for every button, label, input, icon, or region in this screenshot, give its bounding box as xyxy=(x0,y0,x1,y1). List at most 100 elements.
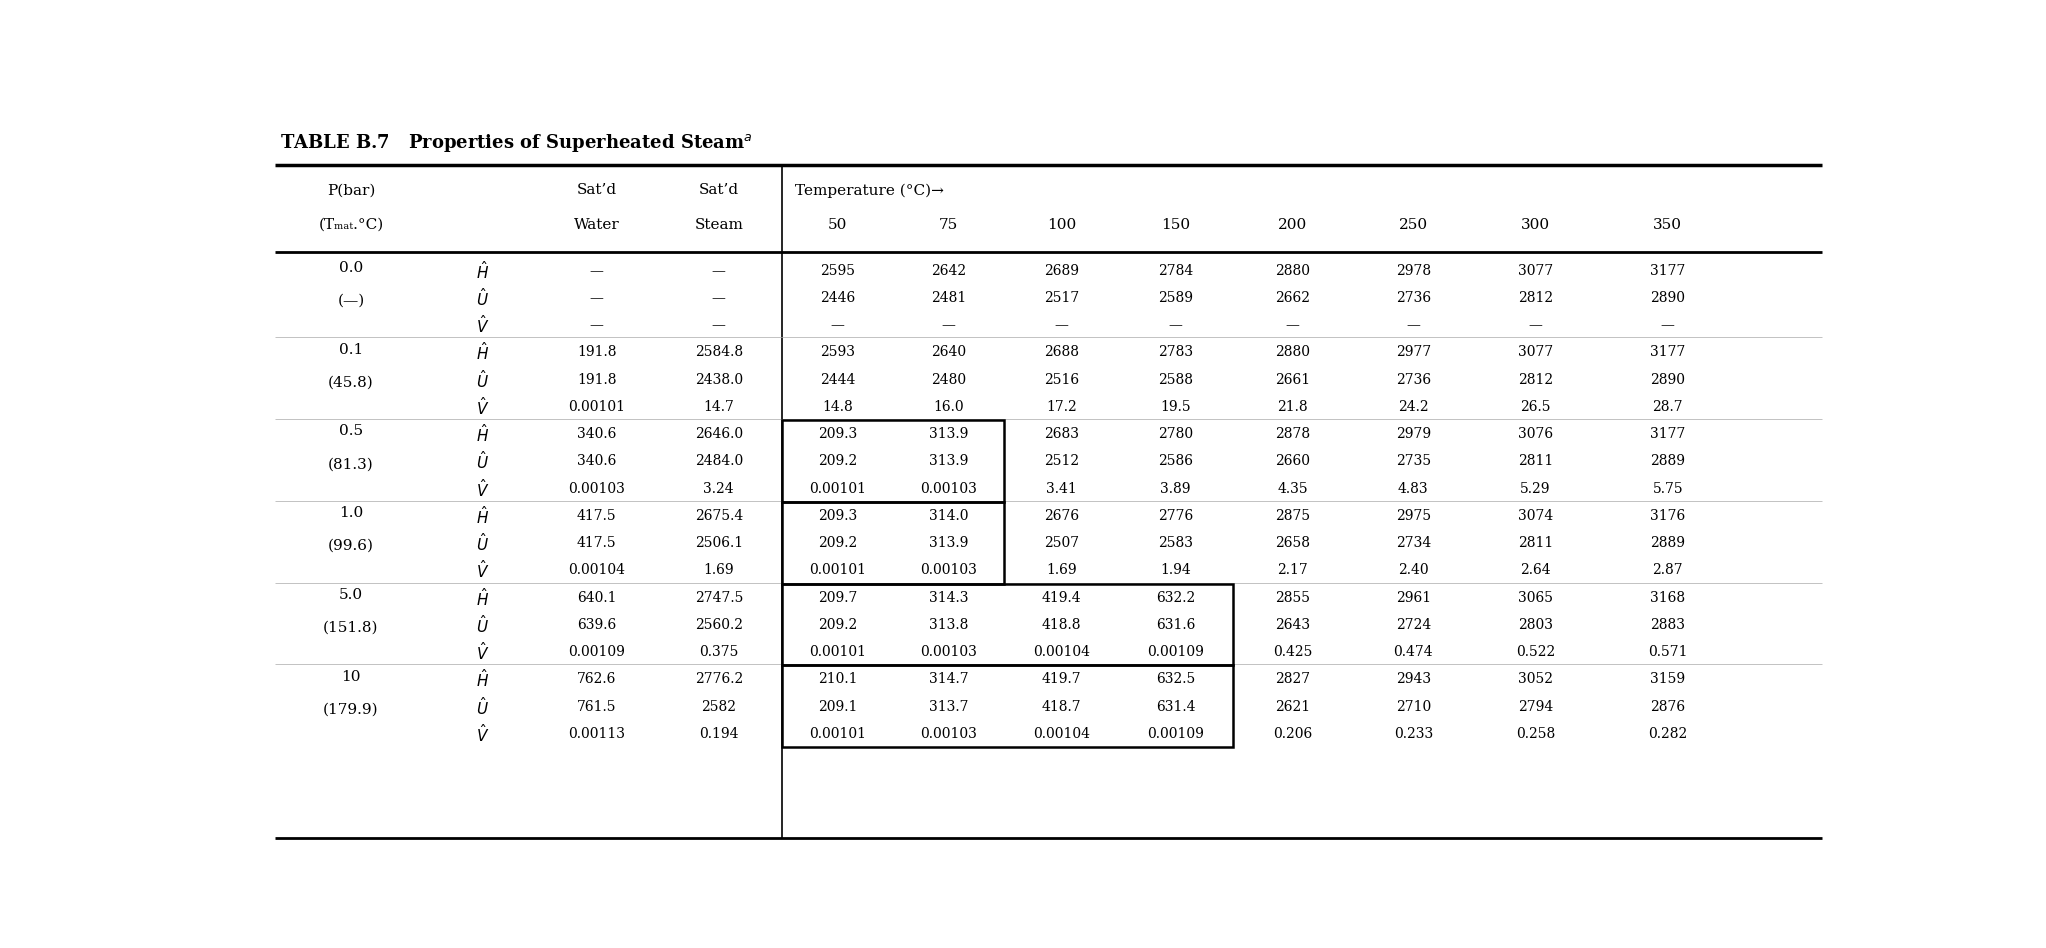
Text: $\hat{V}$: $\hat{V}$ xyxy=(477,559,489,581)
Text: —: — xyxy=(831,319,845,332)
Text: (45.8): (45.8) xyxy=(327,375,374,390)
Text: 3177: 3177 xyxy=(1649,428,1686,441)
Text: 2880: 2880 xyxy=(1275,345,1309,359)
Text: 0.00101: 0.00101 xyxy=(808,727,865,741)
Text: 0.00103: 0.00103 xyxy=(921,482,978,496)
Text: 0.00103: 0.00103 xyxy=(921,646,978,659)
Text: 2977: 2977 xyxy=(1395,345,1430,359)
Text: 2560.2: 2560.2 xyxy=(696,618,743,632)
Text: 631.6: 631.6 xyxy=(1156,618,1195,632)
Text: 2734: 2734 xyxy=(1395,537,1430,550)
Text: 2827: 2827 xyxy=(1275,672,1309,686)
Text: 340.6: 340.6 xyxy=(577,454,616,468)
Text: 28.7: 28.7 xyxy=(1653,400,1684,414)
Text: $\hat{V}$: $\hat{V}$ xyxy=(477,641,489,664)
Text: 2480: 2480 xyxy=(931,373,966,387)
Text: 1.0: 1.0 xyxy=(340,506,362,520)
Text: 2803: 2803 xyxy=(1518,618,1553,632)
Text: 3076: 3076 xyxy=(1518,428,1553,441)
Text: 418.8: 418.8 xyxy=(1041,618,1080,632)
Text: 50: 50 xyxy=(829,218,847,231)
Text: 0.00103: 0.00103 xyxy=(569,482,626,496)
Text: 632.5: 632.5 xyxy=(1156,672,1195,686)
Text: (151.8): (151.8) xyxy=(323,621,379,635)
Text: 350: 350 xyxy=(1653,218,1682,231)
Text: 26.5: 26.5 xyxy=(1520,400,1551,414)
Text: 0.258: 0.258 xyxy=(1516,727,1555,741)
Text: 2784: 2784 xyxy=(1158,264,1193,278)
Text: 0.00109: 0.00109 xyxy=(1148,727,1203,741)
Text: 313.7: 313.7 xyxy=(929,700,968,714)
Text: 191.8: 191.8 xyxy=(577,345,616,359)
Text: 3159: 3159 xyxy=(1651,672,1686,686)
Text: $\hat{H}$: $\hat{H}$ xyxy=(477,260,489,282)
Text: 14.7: 14.7 xyxy=(704,400,735,414)
Text: 2507: 2507 xyxy=(1043,537,1078,550)
Text: 2875: 2875 xyxy=(1275,509,1309,523)
Text: $\hat{H}$: $\hat{H}$ xyxy=(477,505,489,527)
Text: 0.571: 0.571 xyxy=(1647,646,1688,659)
Text: 2661: 2661 xyxy=(1275,373,1309,387)
Text: 2811: 2811 xyxy=(1518,454,1553,468)
Text: —: — xyxy=(1406,319,1420,332)
Text: 3.89: 3.89 xyxy=(1160,482,1191,496)
Text: 0.00103: 0.00103 xyxy=(921,727,978,741)
Text: 313.8: 313.8 xyxy=(929,618,968,632)
Text: 2890: 2890 xyxy=(1651,291,1686,305)
Text: 0.00101: 0.00101 xyxy=(808,646,865,659)
Text: 631.4: 631.4 xyxy=(1156,700,1195,714)
Text: 0.00104: 0.00104 xyxy=(1033,646,1091,659)
Text: 2588: 2588 xyxy=(1158,373,1193,387)
Text: 2512: 2512 xyxy=(1043,454,1078,468)
Text: 2658: 2658 xyxy=(1275,537,1309,550)
Text: 2621: 2621 xyxy=(1275,700,1309,714)
Text: 300: 300 xyxy=(1520,218,1551,231)
Text: Steam: Steam xyxy=(694,218,743,231)
Text: 417.5: 417.5 xyxy=(577,537,616,550)
Text: 2595: 2595 xyxy=(820,264,855,278)
Text: 2484.0: 2484.0 xyxy=(696,454,743,468)
Text: 2776.2: 2776.2 xyxy=(696,672,743,686)
Text: 313.9: 313.9 xyxy=(929,454,968,468)
Text: 2747.5: 2747.5 xyxy=(694,591,743,605)
Text: 2883: 2883 xyxy=(1651,618,1686,632)
Text: 5.29: 5.29 xyxy=(1520,482,1551,496)
Text: —: — xyxy=(589,291,604,305)
Text: —: — xyxy=(1528,319,1543,332)
Text: 2.64: 2.64 xyxy=(1520,563,1551,577)
Text: 1.94: 1.94 xyxy=(1160,563,1191,577)
Text: 2643: 2643 xyxy=(1275,618,1309,632)
Text: 2876: 2876 xyxy=(1651,700,1686,714)
Text: 3168: 3168 xyxy=(1651,591,1686,605)
Text: 16.0: 16.0 xyxy=(933,400,964,414)
Text: P(bar): P(bar) xyxy=(327,183,374,197)
Text: 761.5: 761.5 xyxy=(577,700,616,714)
Text: 75: 75 xyxy=(939,218,958,231)
Text: 632.2: 632.2 xyxy=(1156,591,1195,605)
Text: 210.1: 210.1 xyxy=(818,672,857,686)
Text: 2780: 2780 xyxy=(1158,428,1193,441)
Text: 2583: 2583 xyxy=(1158,537,1193,550)
Text: 3077: 3077 xyxy=(1518,264,1553,278)
Text: $\hat{H}$: $\hat{H}$ xyxy=(477,341,489,363)
Text: 0.00101: 0.00101 xyxy=(569,400,626,414)
Text: 0.00104: 0.00104 xyxy=(569,563,626,577)
Text: 2584.8: 2584.8 xyxy=(696,345,743,359)
Text: 0.1: 0.1 xyxy=(340,343,362,356)
Text: 0.474: 0.474 xyxy=(1393,646,1432,659)
Text: $\hat{H}$: $\hat{H}$ xyxy=(477,587,489,609)
Text: 5.0: 5.0 xyxy=(340,588,362,602)
Text: 0.0: 0.0 xyxy=(340,261,362,275)
Text: 0.206: 0.206 xyxy=(1273,727,1311,741)
Text: TABLE B.7   Properties of Superheated Steam$^{a}$: TABLE B.7 Properties of Superheated Stea… xyxy=(280,132,753,154)
Text: 0.194: 0.194 xyxy=(700,727,739,741)
Text: 340.6: 340.6 xyxy=(577,428,616,441)
Text: 191.8: 191.8 xyxy=(577,373,616,387)
Text: 2446: 2446 xyxy=(820,291,855,305)
Text: 2.87: 2.87 xyxy=(1653,563,1684,577)
Text: Sat’d: Sat’d xyxy=(698,183,739,197)
Text: 314.7: 314.7 xyxy=(929,672,968,686)
Text: 209.2: 209.2 xyxy=(818,618,857,632)
Text: 0.5: 0.5 xyxy=(340,425,362,439)
Text: $\hat{H}$: $\hat{H}$ xyxy=(477,668,489,690)
